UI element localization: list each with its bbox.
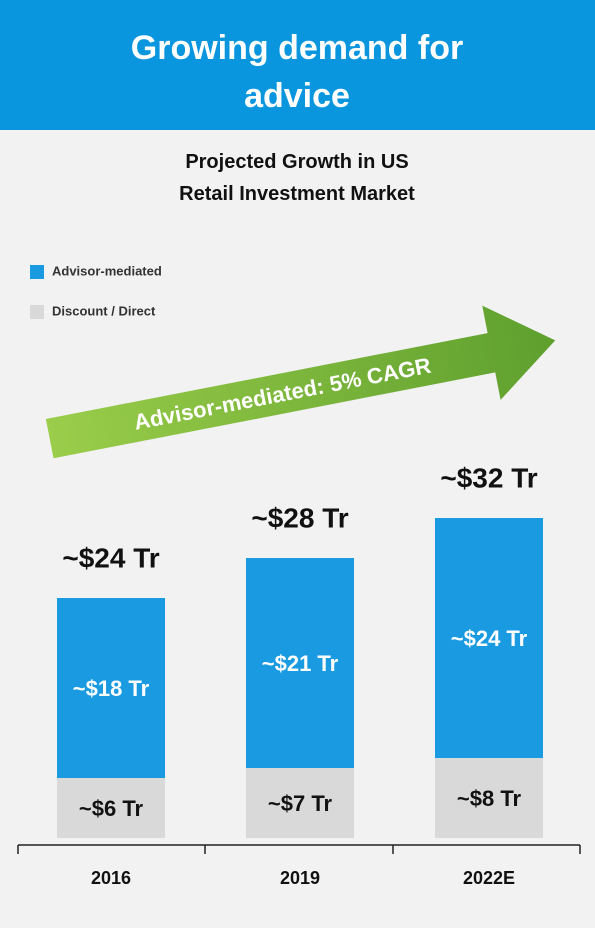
x-tick-label: 2016 bbox=[91, 868, 131, 888]
bar-segment bbox=[246, 558, 354, 768]
value-label: ~$24 Tr bbox=[451, 626, 528, 651]
bar-segment bbox=[435, 758, 543, 838]
total-label: ~$32 Tr bbox=[440, 462, 537, 493]
bar-segment bbox=[57, 598, 165, 778]
bar-segment bbox=[57, 778, 165, 838]
text-line: Growing demand for bbox=[131, 29, 463, 67]
arrow-shape bbox=[45, 305, 556, 459]
legend-swatch bbox=[30, 305, 44, 319]
text-line: advice bbox=[244, 77, 350, 115]
value-label: ~$21 Tr bbox=[262, 651, 339, 676]
header-band bbox=[0, 0, 595, 130]
total-label: ~$24 Tr bbox=[62, 542, 159, 573]
chart-title: Projected Growth in US Retail Investment … bbox=[179, 151, 415, 205]
value-label: ~$7 Tr bbox=[268, 791, 333, 816]
legend-swatch bbox=[30, 265, 44, 279]
x-tick-label: 2019 bbox=[280, 868, 320, 888]
total-label: ~$28 Tr bbox=[251, 502, 348, 533]
text-line: Retail Investment Market bbox=[179, 183, 415, 205]
text-line: Projected Growth in US bbox=[185, 151, 408, 173]
value-label: ~$18 Tr bbox=[73, 676, 150, 701]
header-title: Growing demand for advice bbox=[131, 29, 463, 115]
value-label: ~$8 Tr bbox=[457, 786, 522, 811]
legend-label: Advisor-mediated bbox=[52, 263, 162, 278]
x-tick-label: 2022E bbox=[463, 868, 515, 888]
value-label: ~$6 Tr bbox=[79, 796, 144, 821]
bar-segment bbox=[246, 768, 354, 838]
legend-label: Discount / Direct bbox=[52, 303, 156, 318]
bar-segment bbox=[435, 518, 543, 758]
